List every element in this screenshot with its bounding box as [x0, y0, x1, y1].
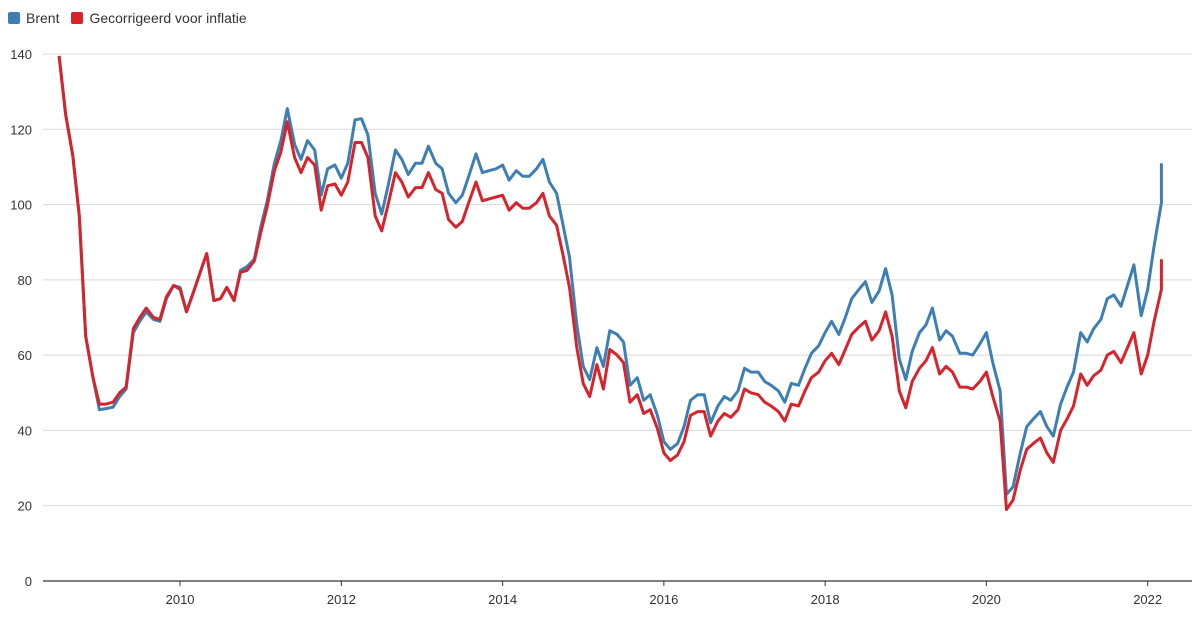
legend-label-brent: Brent	[26, 10, 60, 26]
y-tick-label: 140	[10, 47, 32, 62]
y-tick-label: 120	[10, 122, 32, 137]
y-tick-label: 80	[18, 273, 32, 288]
y-tick-label: 0	[25, 574, 32, 589]
y-tick-label: 20	[18, 499, 32, 514]
x-tick-label: 2010	[166, 592, 195, 607]
x-tick-label: 2012	[327, 592, 356, 607]
y-tick-label: 40	[18, 423, 32, 438]
y-tick-label: 100	[10, 198, 32, 213]
legend-item-inflation[interactable]: Gecorrigeerd voor inflatie	[71, 10, 247, 26]
x-tick-label: 2018	[811, 592, 840, 607]
x-tick-label: 2014	[488, 592, 517, 607]
legend-swatch-brent	[8, 12, 20, 24]
x-tick-label: 2022	[1133, 592, 1162, 607]
legend-item-brent[interactable]: Brent	[8, 10, 59, 26]
series-line-inflation-adjusted[interactable]	[57, 55, 1163, 511]
legend-label-inflation: Gecorrigeerd voor inflatie	[89, 10, 247, 26]
legend-swatch-inflation	[71, 12, 84, 24]
x-tick-label: 2020	[972, 592, 1001, 607]
x-tick-label: 2016	[649, 592, 678, 607]
y-tick-label: 60	[18, 348, 32, 363]
series-line-brent[interactable]	[57, 55, 1163, 496]
chart-legend: Brent Gecorrigeerd voor inflatie	[8, 10, 259, 26]
